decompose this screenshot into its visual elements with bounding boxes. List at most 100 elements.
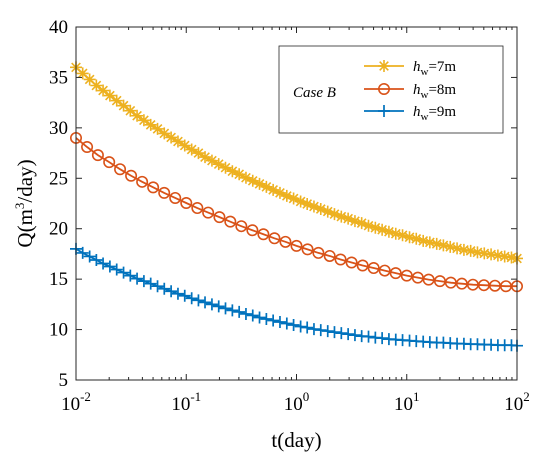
data-point <box>498 250 511 263</box>
series-line <box>75 248 518 347</box>
data-point <box>158 186 171 199</box>
data-point <box>136 175 149 188</box>
data-point <box>314 203 327 216</box>
data-point <box>246 309 259 322</box>
data-point <box>83 250 96 263</box>
data-point <box>444 240 457 253</box>
data-point <box>307 323 320 336</box>
series-asterisk <box>70 61 523 265</box>
data-point <box>312 246 325 259</box>
data-point <box>294 195 307 208</box>
legend: Case B hw=7m hw=8m hw=9m <box>278 45 504 134</box>
data-point <box>430 237 443 250</box>
data-point <box>400 269 413 282</box>
data-point <box>417 234 430 247</box>
data-point <box>267 314 280 327</box>
data-point <box>334 253 347 266</box>
data-point <box>171 135 184 148</box>
data-point <box>165 285 178 298</box>
data-point <box>205 154 218 167</box>
legend-item: hw=8m <box>364 82 456 101</box>
data-point <box>144 118 157 131</box>
data-point <box>114 163 127 176</box>
data-point <box>268 232 281 245</box>
data-point <box>367 262 380 275</box>
data-point <box>323 249 336 262</box>
data-point <box>362 330 375 343</box>
data-marks <box>70 61 523 352</box>
data-point <box>328 326 341 339</box>
data-point <box>348 329 361 342</box>
data-point <box>199 296 212 309</box>
data-point <box>219 302 232 315</box>
series-circle <box>70 131 523 293</box>
data-point <box>335 327 348 340</box>
data-point <box>158 127 171 140</box>
data-point <box>403 231 416 244</box>
data-point <box>178 139 191 152</box>
data-point <box>451 242 464 255</box>
data-point <box>226 165 239 178</box>
data-point <box>192 294 205 307</box>
data-point <box>389 227 402 240</box>
y-tick-label: 20 <box>49 219 68 240</box>
data-point <box>76 67 89 80</box>
data-point <box>185 143 198 156</box>
data-point <box>199 151 212 164</box>
y-tick-label: 5 <box>59 370 69 391</box>
data-point <box>287 319 300 332</box>
data-point <box>328 208 341 221</box>
data-point <box>335 210 348 223</box>
data-point <box>239 171 252 184</box>
data-point <box>185 292 198 305</box>
data-point <box>464 244 477 257</box>
data-point <box>124 269 137 282</box>
data-point <box>226 304 239 317</box>
data-point <box>76 246 89 259</box>
data-point <box>505 251 518 264</box>
data-point <box>124 104 137 117</box>
data-point <box>137 275 150 288</box>
legend-swatch-marker <box>378 105 390 117</box>
data-point <box>165 131 178 144</box>
data-point <box>423 236 436 249</box>
data-point <box>212 158 225 171</box>
y-tick-label: 15 <box>49 269 68 290</box>
data-point <box>239 307 252 320</box>
x-tick-label: 10-1 <box>171 389 201 415</box>
data-point <box>83 73 96 86</box>
data-point <box>491 249 504 262</box>
data-point <box>378 264 391 277</box>
y-axis-title: Q(m3/day) <box>12 159 37 247</box>
data-point <box>382 225 395 238</box>
data-point <box>314 324 327 337</box>
data-point <box>169 191 182 204</box>
data-point <box>307 200 320 213</box>
y-tick-label: 25 <box>49 168 68 189</box>
data-point <box>485 248 498 261</box>
data-point <box>191 202 204 215</box>
data-point <box>90 253 103 266</box>
data-point <box>355 217 368 230</box>
data-point <box>158 282 171 295</box>
data-point <box>321 205 334 218</box>
data-point <box>233 305 246 318</box>
data-point <box>125 169 138 182</box>
data-point <box>180 196 193 209</box>
data-point <box>91 149 104 162</box>
legend-label: hw=7m <box>413 59 456 78</box>
data-point <box>301 243 314 256</box>
y-tick-label: 30 <box>49 118 68 139</box>
data-point <box>369 221 382 234</box>
data-point <box>110 263 123 276</box>
data-point <box>457 243 470 256</box>
data-point <box>267 183 280 196</box>
data-point <box>110 94 123 107</box>
legend-label: hw=8m <box>413 82 456 101</box>
data-point <box>117 99 130 112</box>
data-point <box>192 147 205 160</box>
data-point <box>257 228 270 241</box>
legend-swatch-marker <box>378 60 390 72</box>
data-point <box>103 89 116 102</box>
